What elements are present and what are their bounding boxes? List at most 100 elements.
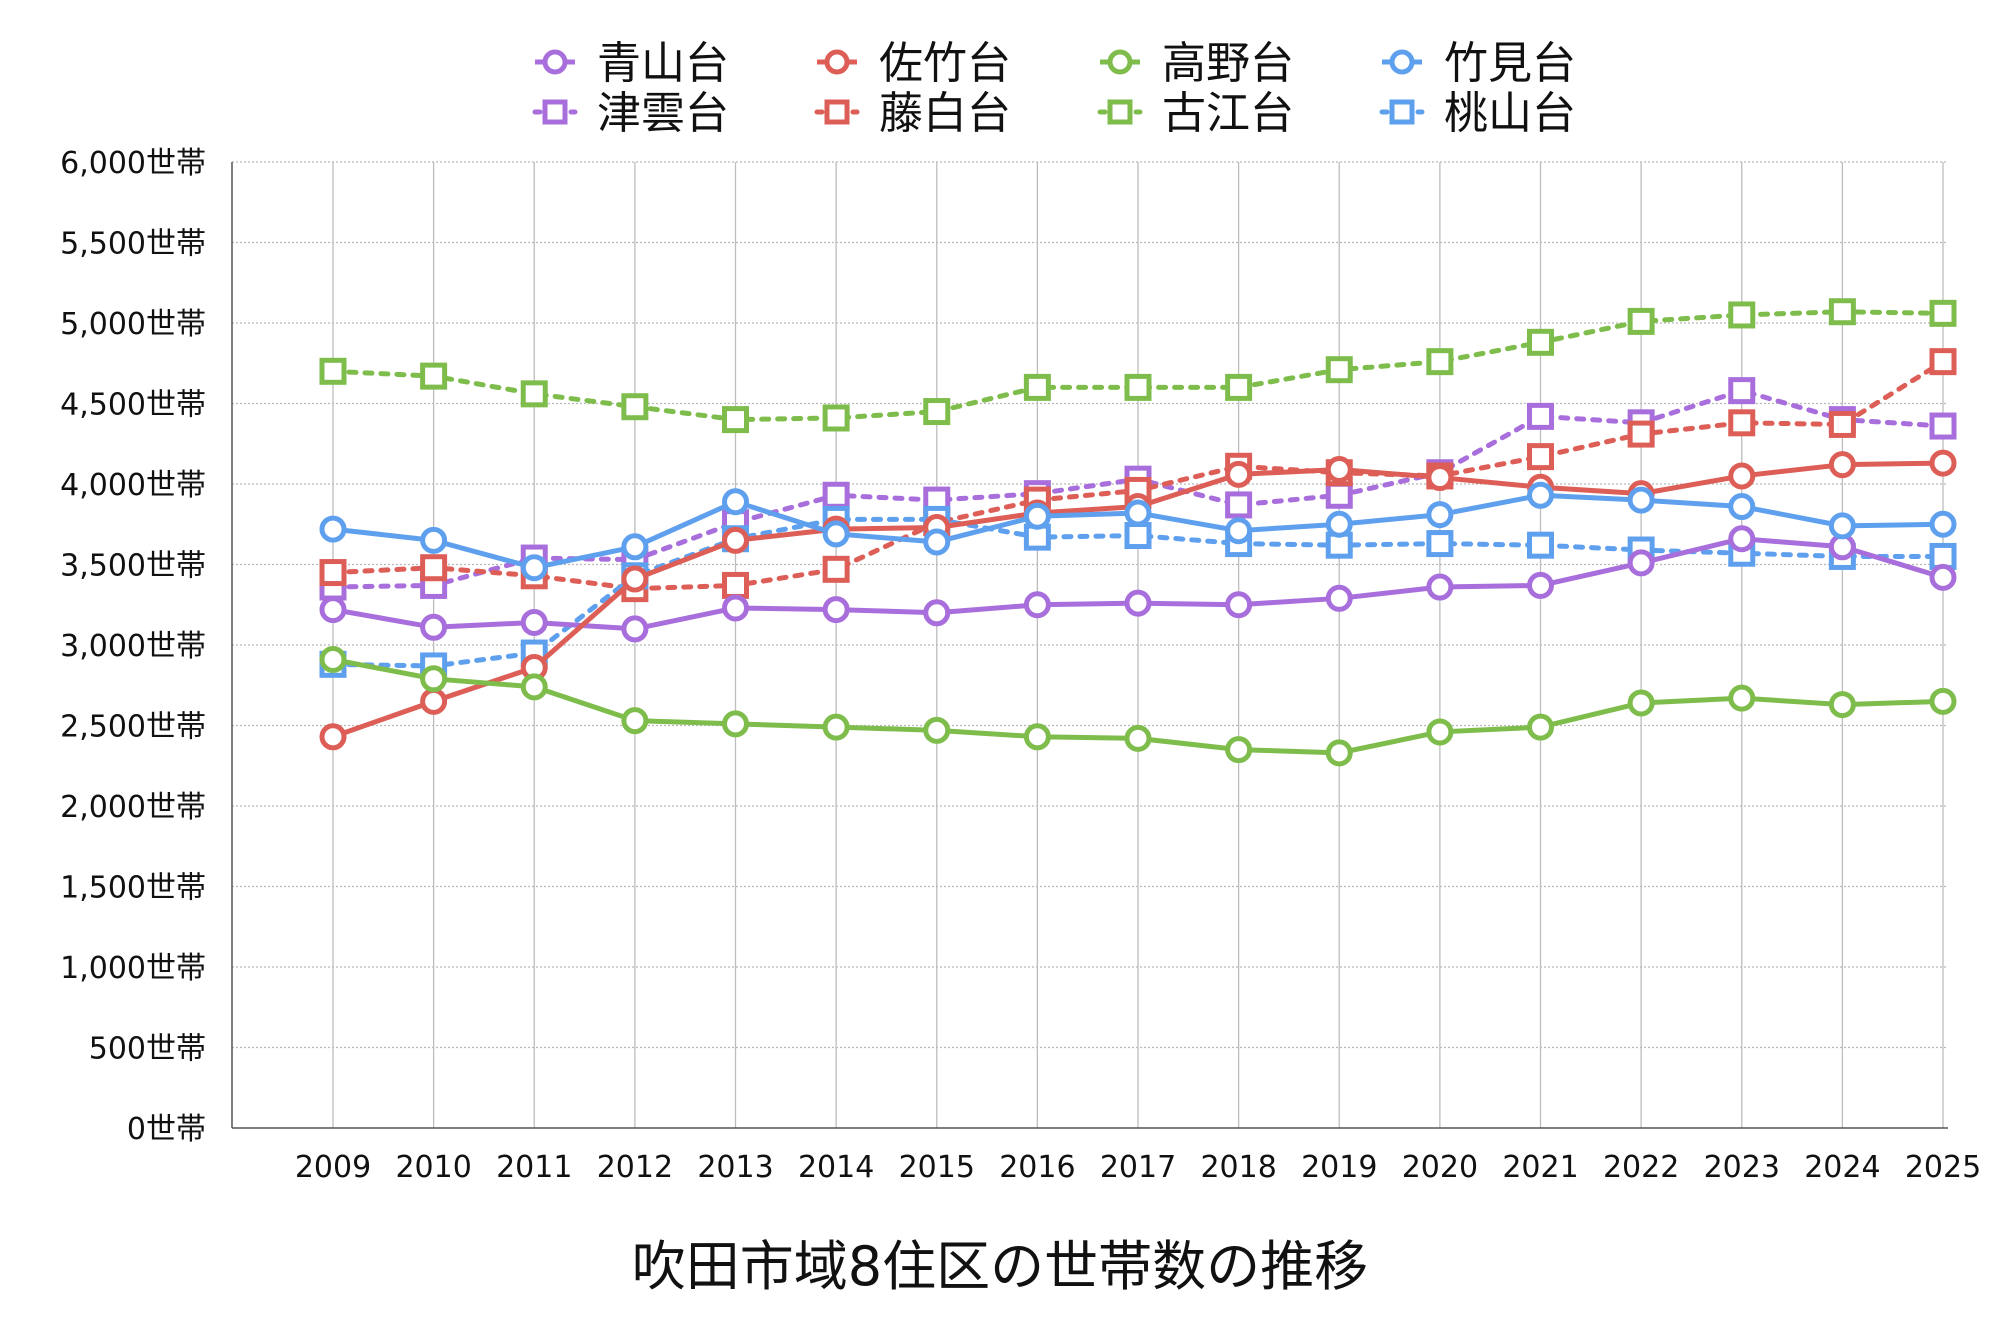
- x-tick-label: 2022: [1603, 1150, 1679, 1185]
- x-tick-label: 2010: [395, 1150, 471, 1185]
- legend-entry: 桃山台: [1379, 88, 1576, 139]
- y-tick-label: 3,000世帯: [60, 629, 206, 664]
- data-point: [1225, 591, 1253, 619]
- data-point: [1124, 499, 1152, 527]
- data-point: [1225, 491, 1253, 519]
- data-point: [1023, 723, 1051, 751]
- data-point: [1728, 684, 1756, 712]
- legend-label: 高野台: [1162, 38, 1294, 89]
- y-tick-label: 4,000世帯: [60, 468, 206, 503]
- x-tick-label: 2019: [1301, 1150, 1377, 1185]
- legend-entry: 佐竹台: [817, 38, 1011, 89]
- data-point: [1426, 718, 1454, 746]
- data-point: [1124, 589, 1152, 617]
- data-point: [1929, 449, 1957, 477]
- data-point: [1728, 493, 1756, 521]
- data-point: [1929, 412, 1957, 440]
- x-tick-labels: 2009 2010 2011 2012 2013 2014 2015 2016 2017 2018…: [295, 1150, 1981, 1185]
- legend-marker: [542, 49, 568, 75]
- legend-marker: [542, 99, 568, 125]
- legend-label: 竹見台: [1444, 38, 1576, 89]
- data-point: [319, 515, 347, 543]
- y-tick-label: 1,500世帯: [60, 871, 206, 906]
- data-point: [1929, 510, 1957, 538]
- data-point: [621, 707, 649, 735]
- series-lines: [319, 298, 1957, 767]
- axes: [231, 162, 1948, 1129]
- data-point: [1325, 456, 1353, 484]
- data-point: [1426, 530, 1454, 558]
- y-tick-labels: 0世帯 500世帯 1,000世帯 1,500世帯 2,000世帯 2,500世帯 3,00…: [60, 146, 206, 1147]
- data-point: [722, 526, 749, 554]
- data-point: [1426, 464, 1454, 492]
- x-tick-label: 2017: [1100, 1150, 1176, 1185]
- legend-entry: 藤白台: [814, 88, 1011, 139]
- data-point: [1325, 510, 1353, 538]
- data-point: [1124, 724, 1152, 752]
- data-point: [420, 613, 448, 641]
- data-point: [722, 571, 749, 599]
- data-point: [822, 520, 850, 548]
- x-tick-label: 2020: [1402, 1150, 1478, 1185]
- legend-label: 古江台: [1162, 88, 1294, 139]
- data-point: [1527, 481, 1554, 509]
- x-tick-label: 2023: [1704, 1150, 1780, 1185]
- data-point: [1728, 462, 1756, 490]
- data-point: [1929, 687, 1957, 715]
- data-point: [1728, 377, 1756, 405]
- data-point: [1728, 301, 1756, 329]
- data-point: [822, 555, 850, 583]
- data-point: [1828, 691, 1856, 719]
- data-point: [1527, 571, 1554, 599]
- series-circle-2: [319, 645, 1957, 767]
- legend-marker: [1389, 49, 1415, 75]
- y-tick-label: 1,000世帯: [60, 951, 206, 986]
- data-point: [923, 599, 951, 627]
- grid-lines: [232, 161, 1948, 1128]
- series-circle-3: [319, 481, 1957, 582]
- x-tick-label: 2014: [798, 1150, 874, 1185]
- y-tick-label: 500世帯: [89, 1032, 206, 1067]
- data-point: [420, 665, 448, 693]
- data-point: [1929, 348, 1957, 376]
- data-point: [1929, 299, 1957, 327]
- data-point: [1124, 522, 1152, 550]
- x-tick-label: 2018: [1200, 1150, 1276, 1185]
- data-point: [621, 533, 649, 561]
- data-point: [621, 393, 649, 421]
- legend-marker: [1107, 99, 1133, 125]
- data-point: [1325, 739, 1353, 767]
- data-point: [319, 357, 347, 385]
- data-point: [621, 565, 649, 593]
- data-point: [822, 713, 850, 741]
- x-tick-label: 2024: [1804, 1150, 1880, 1185]
- data-point: [722, 488, 749, 516]
- data-point: [923, 398, 951, 426]
- x-tick-label: 2021: [1502, 1150, 1578, 1185]
- y-tick-label: 2,500世帯: [60, 710, 206, 745]
- x-tick-label: 2015: [899, 1150, 975, 1185]
- data-point: [1728, 525, 1756, 553]
- data-point: [319, 723, 347, 751]
- data-point: [420, 687, 448, 715]
- data-point: [822, 404, 850, 432]
- data-point: [1828, 410, 1856, 438]
- x-tick-label: 2009: [295, 1150, 371, 1185]
- data-point: [1527, 443, 1554, 471]
- data-point: [822, 596, 850, 624]
- data-point: [1124, 373, 1152, 401]
- legend-entry: 竹見台: [1382, 38, 1576, 89]
- data-point: [1627, 420, 1655, 448]
- data-point: [1023, 373, 1051, 401]
- legend-entry: 古江台: [1097, 88, 1294, 139]
- chart-title: 吹田市域8住区の世帯数の推移: [632, 1235, 1368, 1298]
- data-point: [319, 596, 347, 624]
- y-tick-label: 3,500世帯: [60, 549, 206, 584]
- data-point: [1527, 402, 1554, 430]
- data-point: [722, 406, 749, 434]
- data-point: [1627, 486, 1655, 514]
- legend-marker: [824, 99, 850, 125]
- legend-label: 佐竹台: [879, 38, 1011, 89]
- data-point: [1828, 298, 1856, 326]
